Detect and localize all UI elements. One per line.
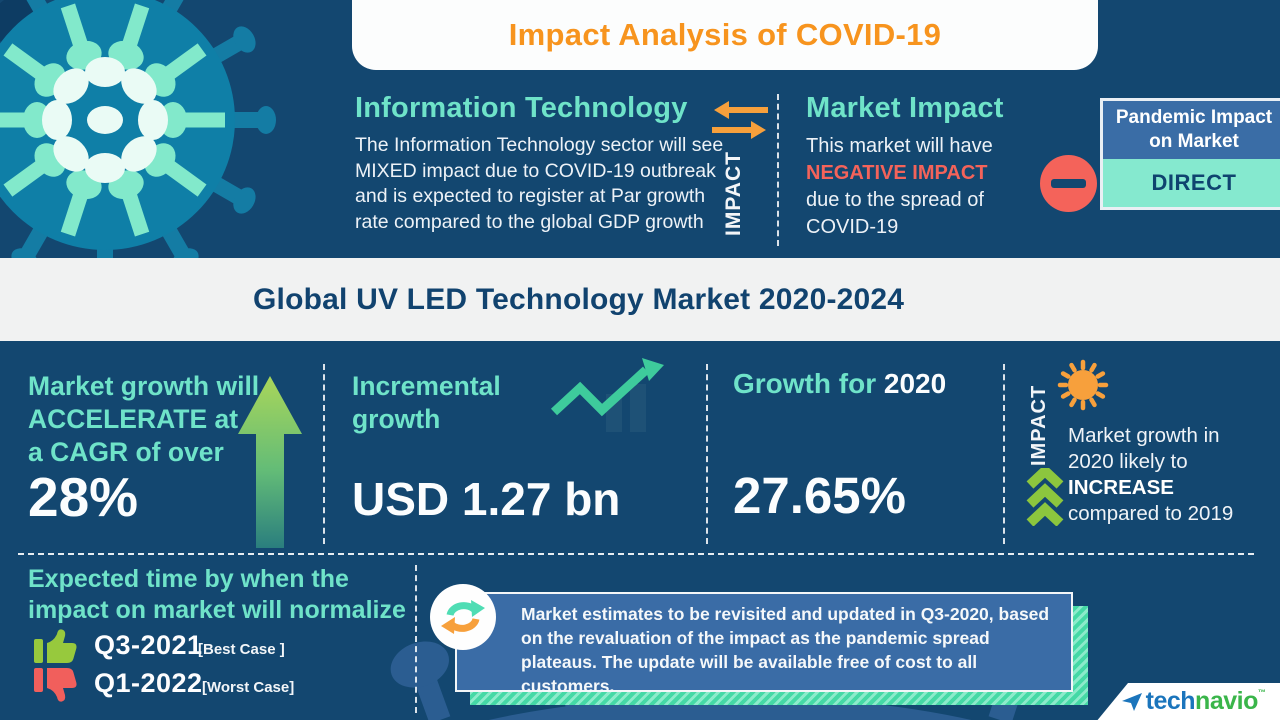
market-impact-body: This market will have NEGATIVE IMPACT du… [806,133,993,241]
growth-2020-value: 27.65% [733,467,906,524]
note-box: Market estimates to be revisited and upd… [455,592,1073,696]
market-impact-line3: COVID-19 [806,216,899,238]
impact-note-line3: compared to 2019 [1068,502,1234,525]
pandemic-impact-title-line2: on Market [1149,131,1239,152]
logo-navio: navio [1195,687,1258,715]
pandemic-impact-box: Pandemic Impact on Market DIRECT [1100,98,1280,210]
stats-divider-1 [323,364,325,544]
sector-body: The Information Technology sector will s… [355,134,724,233]
worst-case-value: Q1-2022 [94,668,203,698]
pandemic-impact-title-line1: Pandemic Impact [1115,107,1273,128]
stats-divider-3 [1003,364,1005,544]
cagr-value: 28% [28,466,139,528]
orange-virus-icon [1056,358,1110,412]
incremental-line1: Incremental [352,371,501,401]
incremental-value: USD 1.27 bn [352,473,621,525]
technavio-wordmark: technavio™ [1146,689,1266,714]
technavio-logo-icon [1121,692,1142,711]
best-case-label: [Best Case ] [198,641,285,658]
logo-tech: tech [1145,687,1196,715]
swap-arrows-icon [712,101,768,139]
incremental-heading: Incremental growth [352,370,501,436]
normalize-heading-line1: Expected time by when the [28,565,349,593]
stats-divider-2 [706,364,708,544]
market-impact-line2: due to the spread of [806,189,984,211]
cagr-heading: Market growth will ACCELERATE at a CAGR … [28,370,259,469]
impact-note-highlight: INCREASE [1068,476,1174,499]
thumbs-down-icon [34,668,77,702]
header-banner: Impact Analysis of COVID-19 [352,0,1098,70]
sector-heading: Information Technology [355,92,688,124]
impact-note-line1: Market growth in [1068,424,1220,447]
page-title: Impact Analysis of COVID-19 [508,17,942,52]
vertical-dashed-divider [777,94,779,246]
pandemic-impact-value: DIRECT [1103,159,1280,207]
growth-2020-heading: Growth for 2020 [733,368,946,400]
title-band: Global UV LED Technology Market 2020-202… [0,258,1280,341]
logo-trademark: ™ [1257,688,1266,697]
horizontal-dashed-divider [18,553,1254,555]
report-title: Global UV LED Technology Market 2020-202… [253,282,905,316]
refresh-arrows [441,600,485,634]
best-case-value: Q3-2021 [94,630,203,660]
market-impact-highlight: NEGATIVE IMPACT [806,162,988,184]
market-impact-line1: This market will have [806,135,993,157]
growth-2020-label: Growth for [733,368,877,399]
impact-vertical-label: IMPACT [722,151,745,236]
worst-case-label: [Worst Case] [202,679,295,696]
impact-vertical-label-2: IMPACT [1028,384,1050,466]
thumbs-up-icon [34,629,77,663]
growth-up-arrow-icon [238,376,302,548]
normalize-heading: Expected time by when the impact on mark… [28,564,406,626]
impact-note-line2: 2020 likely to [1068,450,1188,473]
top-section: Impact Analysis of COVID-19 Information … [0,0,1280,258]
impact-note-text: Market growth in 2020 likely to INCREASE… [1068,423,1278,527]
cagr-line3: a CAGR of over [28,437,224,467]
refresh-cycle-icon [430,584,496,650]
pandemic-impact-title: Pandemic Impact on Market [1103,101,1280,159]
technavio-logo-box: technavio™ [1097,683,1280,720]
trend-line-icon [550,358,664,432]
cagr-line2: ACCELERATE at [28,404,239,434]
cagr-line1: Market growth will [28,371,260,401]
coronavirus-illustration [0,0,285,258]
triple-chevron-up-icon [1026,468,1064,526]
normalize-heading-line2: impact on market will normalize [28,596,406,624]
market-impact-heading: Market Impact [806,92,1004,124]
growth-2020-year: 2020 [883,368,947,399]
bottom-dashed-divider [415,565,417,713]
no-entry-minus-icon [1040,155,1097,212]
incremental-line2: growth [352,404,441,434]
note-text: Market estimates to be revisited and upd… [521,604,1050,696]
